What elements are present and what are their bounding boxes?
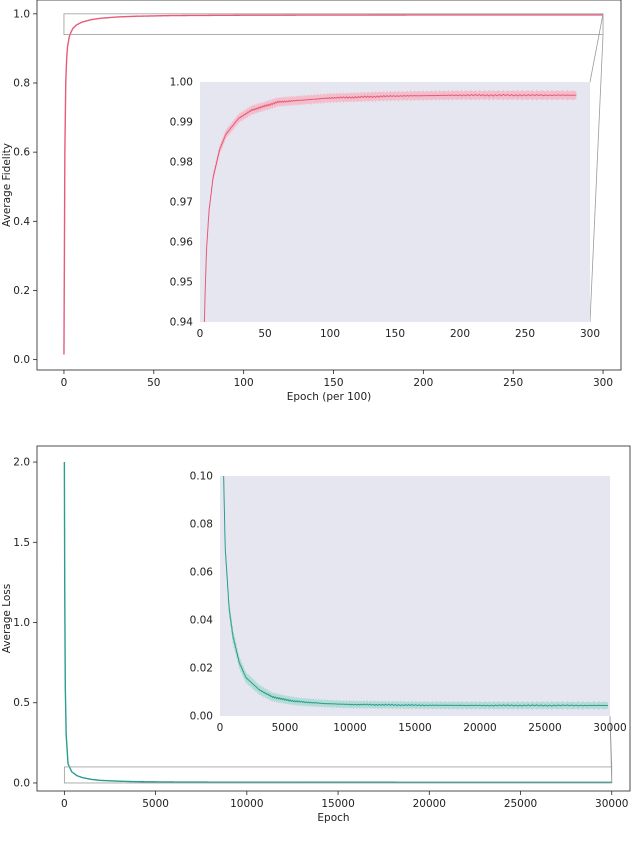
y-tick-label: 2.0 bbox=[13, 457, 30, 469]
inset-y-tick-label: 0.10 bbox=[190, 471, 213, 483]
inset-x-tick-label: 0 bbox=[217, 722, 224, 734]
y-tick-label: 1.0 bbox=[13, 8, 30, 20]
inset-x-tick-label: 300 bbox=[580, 328, 600, 340]
inset-x-tick-label: 200 bbox=[450, 328, 470, 340]
y-tick-label: 0.0 bbox=[13, 777, 30, 789]
x-tick-label: 25000 bbox=[504, 798, 537, 810]
x-axis-title: Epoch bbox=[317, 812, 349, 824]
main-axes-frame bbox=[36, 0, 622, 371]
x-axis-title: Epoch (per 100) bbox=[287, 391, 372, 403]
inset-series-line bbox=[203, 93, 577, 322]
y-tick-label: 1.5 bbox=[13, 537, 30, 549]
inset-x-tick-label: 150 bbox=[385, 328, 405, 340]
inset-y-tick-label: 1.00 bbox=[170, 77, 193, 89]
x-tick-label: 200 bbox=[413, 377, 433, 389]
inset-y-tick-label: 0.00 bbox=[190, 711, 213, 723]
zoom-box bbox=[63, 13, 604, 35]
inset-axes: 0 5000 10000 15000 20000 25000 30000 0.00 0.02 0.… bbox=[190, 471, 627, 735]
x-tick-label: 50 bbox=[147, 377, 160, 389]
x-tick-label: 150 bbox=[323, 377, 343, 389]
inset-confidence-band bbox=[223, 476, 609, 710]
main-axes-frame bbox=[36, 445, 631, 792]
x-tick-label: 100 bbox=[234, 377, 254, 389]
y-axis-title: Average Loss bbox=[1, 584, 13, 654]
chart-2: 0 5000 10000 15000 20000 25000 30000 0.0 0.5 1.0 1… bbox=[1, 445, 631, 824]
main-series-line bbox=[63, 14, 604, 355]
zoom-connector bbox=[589, 34, 604, 323]
x-tick-label: 10000 bbox=[230, 798, 263, 810]
inset-y-tick-label: 0.04 bbox=[190, 615, 214, 627]
zoom-box bbox=[63, 766, 613, 784]
inset-axes: 0 50 100 150 200 250 300 0.94 0.95 0.96 0.97 0.98 0.… bbox=[170, 77, 600, 341]
inset-y-tick-label: 0.98 bbox=[170, 157, 193, 169]
inset-confidence-band bbox=[204, 89, 577, 322]
inset-x-tick-label: 50 bbox=[258, 328, 271, 340]
inset-y-tick-label: 0.94 bbox=[170, 317, 194, 329]
inset-x-tick-label: 30000 bbox=[593, 722, 626, 734]
x-tick-label: 0 bbox=[61, 798, 68, 810]
y-tick-label: 0.6 bbox=[13, 147, 30, 159]
inset-x-tick-label: 0 bbox=[197, 328, 204, 340]
zoom-connector bbox=[609, 717, 613, 783]
chart-1: 0 50 100 150 200 250 300 0.0 0.2 0.4 0.6 0.8 1.0 Epoc… bbox=[1, 0, 622, 403]
y-tick-label: 1.0 bbox=[13, 617, 30, 629]
inset-x-tick-label: 250 bbox=[515, 328, 535, 340]
main-series-line bbox=[63, 462, 612, 783]
inset-x-tick-label: 25000 bbox=[528, 722, 561, 734]
x-tick-label: 20000 bbox=[413, 798, 446, 810]
y-tick-label: 0.5 bbox=[13, 697, 30, 709]
inset-x-tick-label: 100 bbox=[320, 328, 340, 340]
x-tick-label: 250 bbox=[503, 377, 523, 389]
inset-y-tick-label: 0.97 bbox=[170, 197, 193, 209]
inset-y-tick-label: 0.08 bbox=[190, 519, 213, 531]
y-tick-label: 0.2 bbox=[13, 285, 30, 297]
x-tick-label: 300 bbox=[593, 377, 613, 389]
x-tick-label: 0 bbox=[61, 377, 68, 389]
x-tick-label: 15000 bbox=[321, 798, 354, 810]
y-axis-title: Average Fidelity bbox=[1, 143, 13, 227]
inset-x-tick-label: 15000 bbox=[398, 722, 431, 734]
x-tick-label: 30000 bbox=[595, 798, 628, 810]
inset-y-tick-label: 0.02 bbox=[190, 663, 213, 675]
inset-y-tick-label: 0.96 bbox=[170, 237, 194, 249]
zoom-connector bbox=[589, 13, 604, 83]
inset-background bbox=[200, 82, 590, 322]
y-tick-label: 0.0 bbox=[13, 354, 30, 366]
inset-y-tick-label: 0.06 bbox=[190, 567, 214, 579]
inset-y-tick-label: 0.99 bbox=[170, 117, 193, 129]
inset-x-tick-label: 20000 bbox=[463, 722, 496, 734]
inset-y-tick-label: 0.95 bbox=[170, 277, 193, 289]
inset-series-line bbox=[223, 476, 609, 707]
y-tick-label: 0.4 bbox=[13, 216, 30, 228]
inset-x-tick-label: 10000 bbox=[333, 722, 366, 734]
y-tick-label: 0.8 bbox=[13, 77, 30, 89]
x-tick-label: 5000 bbox=[142, 798, 169, 810]
inset-background bbox=[220, 476, 610, 716]
inset-x-tick-label: 5000 bbox=[272, 722, 299, 734]
